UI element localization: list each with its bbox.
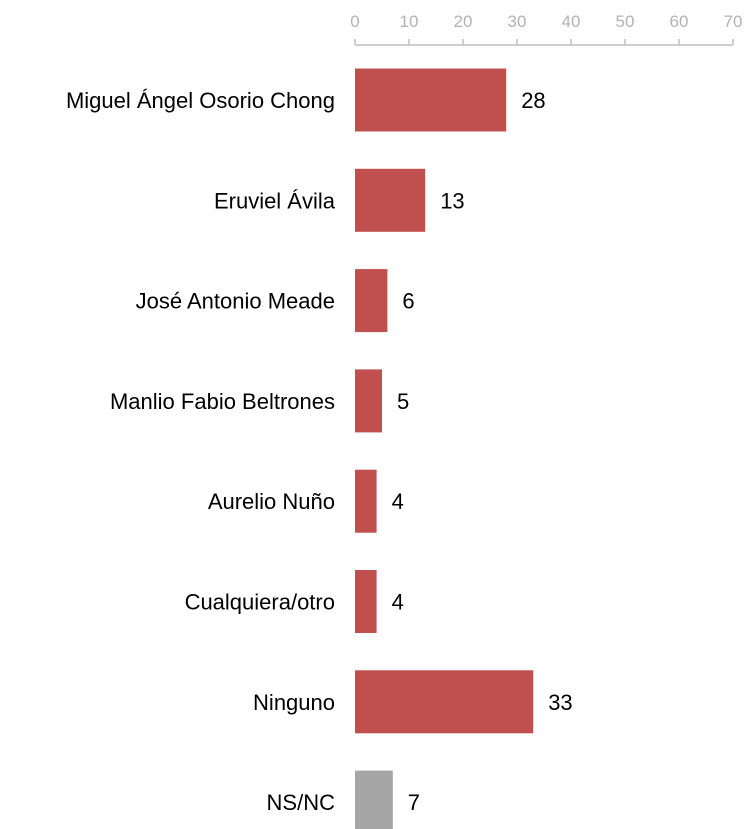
x-tick-label: 30 [508, 12, 527, 31]
category-label: Cualquiera/otro [185, 590, 335, 615]
category-label: Aurelio Nuño [208, 489, 335, 514]
category-label: Ninguno [253, 690, 335, 715]
data-label: 33 [548, 690, 572, 715]
x-tick-label: 40 [562, 12, 581, 31]
data-label: 13 [440, 188, 464, 213]
bar [355, 570, 377, 633]
bars [355, 68, 534, 829]
bar [355, 770, 393, 829]
x-tick-label: 60 [670, 12, 689, 31]
bar [355, 269, 388, 333]
category-label: NS/NC [267, 790, 336, 815]
data-label: 6 [402, 289, 414, 314]
x-tick-label: 0 [350, 12, 359, 31]
data-label: 4 [392, 590, 404, 615]
category-label: Eruviel Ávila [214, 188, 336, 213]
category-label: José Antonio Meade [136, 289, 335, 314]
data-label: 4 [392, 489, 404, 514]
bar [355, 68, 507, 132]
x-tick-label: 50 [616, 12, 635, 31]
category-label: Miguel Ángel Osorio Chong [66, 88, 335, 113]
x-tick-label: 10 [400, 12, 419, 31]
bar [355, 670, 534, 734]
data-label: 7 [408, 790, 420, 815]
x-axis: 0 10 20 30 40 50 60 70 [350, 12, 743, 46]
category-label: Manlio Fabio Beltrones [110, 389, 335, 414]
bar [355, 369, 382, 433]
x-tick-label: 70 [724, 12, 743, 31]
x-tick-label: 20 [454, 12, 473, 31]
bar [355, 469, 377, 533]
data-label: 28 [521, 88, 545, 113]
labels: Miguel Ángel Osorio Chong 28 Eruviel Ávila… [66, 88, 573, 815]
bar [355, 168, 426, 232]
data-label: 5 [397, 389, 409, 414]
